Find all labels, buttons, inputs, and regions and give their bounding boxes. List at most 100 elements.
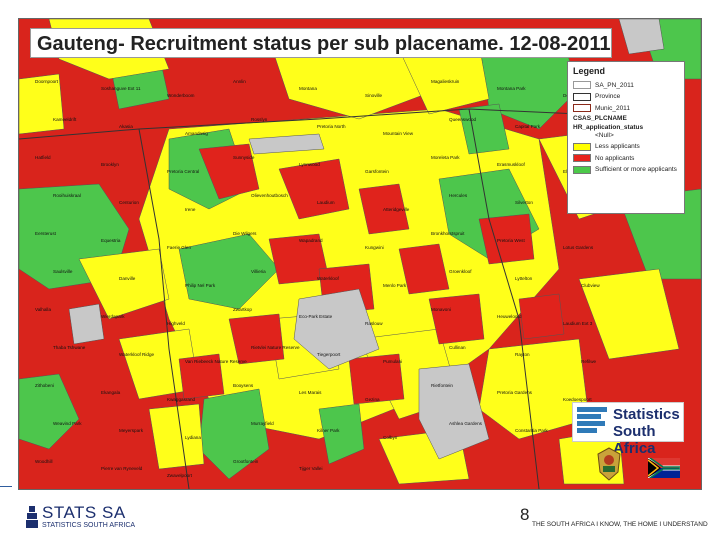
place-label: Eco-Park Estate [299,314,333,319]
legend-class-row: Less applicants [573,142,679,152]
place-label: Clubview [581,283,600,288]
place-label: Montana [299,86,317,91]
legend-class-label: Sufficient or more applicants [595,166,677,173]
region-none-1 [278,158,350,220]
legend-class-row: No applicants [573,153,679,163]
place-label: Die Wilgers [233,231,257,236]
region-less-4 [578,268,680,360]
region-none-8 [348,353,405,405]
place-label: Centurion [119,200,139,205]
place-label: Rietvlei Nature Reserve [251,345,300,350]
place-label: Kwaggasrand [167,397,196,402]
place-label: Rietfontein [431,383,453,388]
place-label: Ashlea Gardens [449,421,483,426]
legend-class-label: Less applicants [595,143,640,150]
place-label: Magalieskruin [431,79,460,84]
page-number: 8 [520,505,530,524]
place-label: Thaba Tshwane [53,345,86,350]
place-label: Grootfontein [233,459,259,464]
region-less-6 [78,248,170,320]
place-label: Eersterust [35,231,57,236]
place-label: Olievenhoutbosch [251,193,288,198]
place-label: Zwartkop [233,307,252,312]
place-label: Kilner Park [317,428,340,433]
place-label: Ekangala [101,390,121,395]
place-label: Erasmuskloof [497,162,526,167]
region-none-4 [398,243,450,295]
place-label: Pretoria Central [167,169,199,174]
legend-class-label: No applicants [595,154,635,162]
place-label: Capital Park [515,124,541,129]
legend-swatch-less [573,142,591,151]
region-null-0 [293,288,380,370]
map-legend: Legend SA_PN_2011 Province Munic_2011 CS… [567,61,685,214]
region-sufficient-3 [198,388,270,480]
region-none-0 [198,143,260,200]
place-label: Atteridgeville [383,207,410,212]
place-label: Moreleta Park [431,155,460,160]
place-label: Pretoria North [317,124,346,129]
place-label: Akasia [119,124,133,129]
place-label: Lyttelton [515,276,533,281]
region-none-11 [518,293,565,340]
place-label: Wierdapark [101,314,125,319]
legend-swatch-outline [573,81,591,89]
place-label: Bronkhorstspruit [431,231,465,236]
logo-text-line1: Statistics [613,406,680,423]
footer-brand-name: STATS SA [42,503,126,522]
place-label: Queenswood [449,117,477,122]
place-label: Faerie Glen [167,245,191,250]
place-label: Hatfield [35,155,51,160]
region-sufficient-4 [19,373,80,450]
stats-sa-footer-logo: STATS SA STATISTICS SOUTH AFRICA [26,503,146,533]
legend-swatch-outline [573,92,591,101]
place-label: Highveld [167,321,185,326]
place-label: Hercules [449,193,468,198]
region-null-2 [618,19,665,55]
tagline: THE SOUTH AFRICA I KNOW, THE HOME I UNDE… [532,521,708,528]
legend-swatch-sufficient [573,165,591,174]
place-label: Doornpoort [35,79,59,84]
place-label: Rosslyn [251,117,268,122]
place-label: Lynnwood [299,162,320,167]
place-label: Pretoria Gardens [497,390,533,395]
place-label: Koedoespoort [563,397,592,402]
place-label: Pretoria West [497,238,525,243]
place-label: Wonderboom [167,93,195,98]
legend-layer-row: Province [573,92,679,102]
place-label: Equestria [101,238,121,243]
place-label: Amandasig [185,131,208,136]
place-label: Sunnyside [233,155,255,160]
place-label: Cullinan [449,345,466,350]
region-none-10 [478,213,535,265]
coat-of-arms-icon [597,447,621,481]
slide-accent-line [0,486,12,487]
region-sufficient-11 [458,103,510,155]
place-label: Constantia Park [515,428,548,433]
place-label: Lotus Gardens [563,245,594,250]
region-none-9 [178,353,225,400]
legend-layer-label: CSAS_PLCNAME [573,115,627,122]
region-none-5 [228,313,285,365]
legend-swatch-none [573,154,591,162]
stats-sa-mark-icon [26,506,38,528]
place-label: Villieria [251,269,266,274]
place-label: Saulsville [53,269,73,274]
place-label: Refilwe [581,359,597,364]
place-label: Les Marais [299,390,322,395]
place-label: Garsfontein [365,169,389,174]
place-label: Philip Nel Park [185,283,216,288]
region-less-13 [19,73,65,135]
place-label: Woodhill [35,459,53,464]
place-label: Sinoville [365,93,383,98]
municipal-boundary-line [468,108,540,489]
place-label: Pumulani [383,359,402,364]
place-label: Laudium [317,200,335,205]
place-label: Tiegerpoort [317,352,341,357]
place-label: Rayton [515,352,530,357]
place-label: Mountain View [383,131,414,136]
place-label: Rooihuiskraal [53,193,81,198]
region-sufficient-5 [318,403,365,465]
place-label: Monavoni [431,307,451,312]
place-label: Weavind Park [53,421,82,426]
